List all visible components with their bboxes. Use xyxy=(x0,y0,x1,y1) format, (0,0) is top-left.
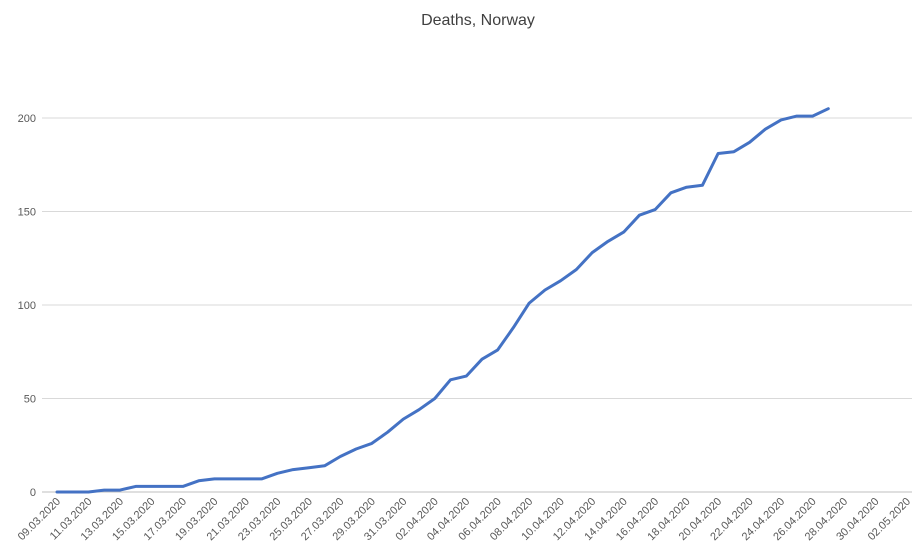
data-line xyxy=(55,107,830,494)
y-tick-label: 200 xyxy=(18,113,36,125)
y-tick-label: 50 xyxy=(24,394,36,406)
y-tick-label: 150 xyxy=(18,207,36,219)
chart-title: Deaths, Norway xyxy=(421,12,535,29)
y-tick-label: 0 xyxy=(30,487,36,499)
y-tick-label: 100 xyxy=(18,300,36,312)
